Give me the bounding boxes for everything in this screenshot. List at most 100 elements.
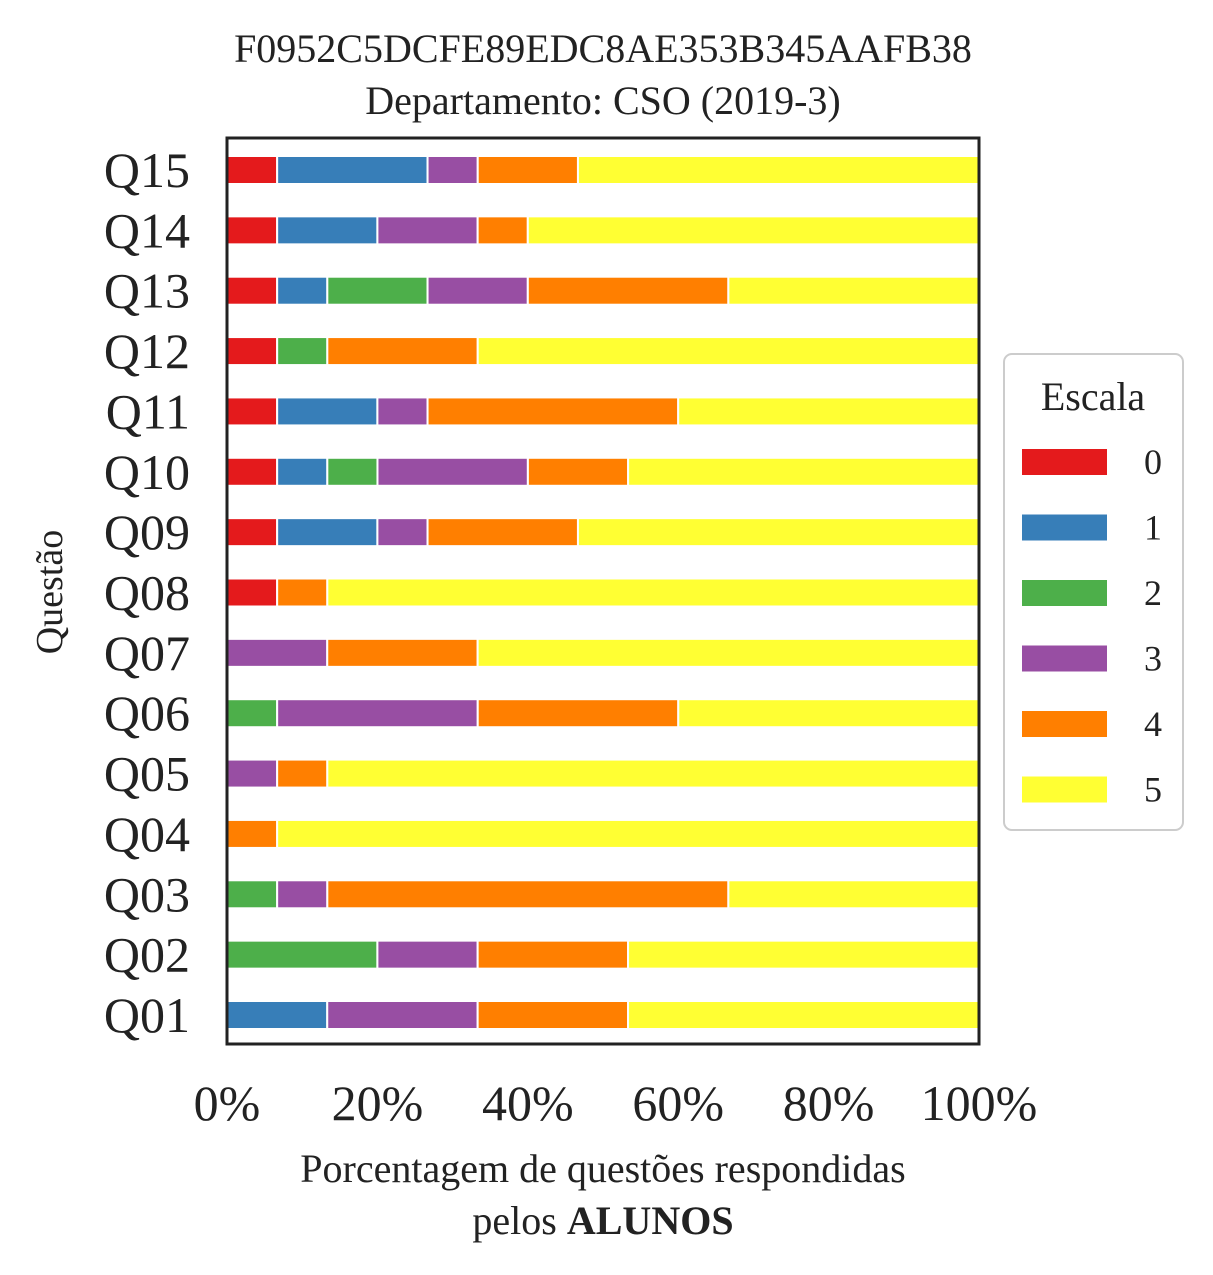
chart-subtitle: Departamento: CSO (2019-3) [365, 78, 840, 123]
bar-segment-q09-scale-5 [576, 517, 980, 548]
bar-segment-q06-scale-4 [476, 698, 680, 729]
bar-segment-q12-scale-0 [226, 336, 279, 367]
bar-segment-q11-scale-1 [276, 396, 379, 427]
bar-segment-q13-scale-4 [526, 275, 730, 306]
bar-segment-q14-scale-5 [526, 215, 980, 246]
bar-segment-q04-scale-4 [226, 818, 279, 849]
bars-layer [226, 155, 981, 1030]
bar-segment-q05-scale-4 [276, 758, 329, 789]
bar-segment-q07-scale-4 [326, 637, 479, 668]
y-tick-labels: Q01Q02Q03Q04Q05Q06Q07Q08Q09Q10Q11Q12Q13Q… [104, 142, 190, 1043]
bar-segment-q12-scale-2 [276, 336, 329, 367]
bar-segment-q13-scale-5 [727, 275, 980, 306]
bar-segment-q05-scale-5 [326, 758, 981, 789]
bar-segment-q10-scale-4 [526, 456, 630, 487]
bar-segment-q02-scale-5 [627, 939, 981, 970]
bar-segment-q06-scale-2 [226, 698, 279, 729]
bar-segment-q09-scale-1 [276, 517, 379, 548]
y-tick-label-q02: Q02 [104, 927, 190, 983]
x-tick-label-0: 0% [194, 1075, 261, 1131]
legend-swatch-5 [1022, 776, 1107, 803]
bar-segment-q09-scale-0 [226, 517, 279, 548]
y-tick-label-q05: Q05 [104, 746, 190, 802]
y-tick-label-q01: Q01 [104, 987, 190, 1043]
bar-segment-q06-scale-3 [276, 698, 479, 729]
y-tick-label-q03: Q03 [104, 866, 190, 922]
bar-segment-q15-scale-0 [226, 155, 279, 185]
bar-segment-q04-scale-5 [276, 818, 980, 849]
legend-label-5: 5 [1144, 770, 1162, 810]
y-tick-label-q13: Q13 [104, 263, 190, 319]
bar-segment-q08-scale-0 [226, 577, 279, 608]
bar-segment-q15-scale-1 [276, 155, 429, 185]
bar-segment-q05-scale-3 [226, 758, 279, 789]
bar-segment-q01-scale-5 [627, 1000, 981, 1030]
bar-segment-q01-scale-4 [476, 1000, 630, 1030]
y-axis-label: Questão [29, 530, 71, 655]
bar-segment-q10-scale-2 [326, 456, 379, 487]
y-tick-label-q09: Q09 [104, 504, 190, 560]
bar-segment-q01-scale-3 [326, 1000, 479, 1030]
legend-swatch-4 [1022, 711, 1107, 737]
bar-segment-q14-scale-1 [276, 215, 379, 246]
bar-segment-q09-scale-3 [376, 517, 429, 548]
y-tick-label-q08: Q08 [104, 565, 190, 621]
bar-segment-q03-scale-3 [276, 879, 329, 910]
legend-label-2: 2 [1144, 573, 1162, 613]
bar-segment-q13-scale-1 [276, 275, 329, 306]
bar-segment-q11-scale-0 [226, 396, 279, 427]
y-tick-label-q10: Q10 [104, 444, 190, 500]
bar-segment-q15-scale-4 [476, 155, 579, 185]
legend-title: Escala [1041, 374, 1146, 419]
bar-segment-q01-scale-1 [226, 1000, 329, 1030]
legend-swatch-1 [1022, 514, 1107, 541]
legend: Escala 0 1 2 3 4 5 [1003, 353, 1184, 831]
x-tick-label-20: 20% [332, 1075, 424, 1131]
legend-label-4: 4 [1144, 704, 1162, 744]
x-axis-label-line1: Porcentagem de questões respondidas [300, 1146, 905, 1191]
bar-segment-q12-scale-5 [476, 336, 981, 367]
y-tick-label-q15: Q15 [104, 142, 190, 198]
bar-segment-q10-scale-3 [376, 456, 529, 487]
legend-swatch-2 [1022, 580, 1107, 606]
x-tick-label-60: 60% [632, 1075, 724, 1131]
bar-segment-q14-scale-3 [376, 215, 479, 246]
bar-segment-q02-scale-2 [226, 939, 379, 970]
bar-segment-q02-scale-4 [476, 939, 630, 970]
bar-segment-q14-scale-0 [226, 215, 279, 246]
bar-segment-q14-scale-4 [476, 215, 529, 246]
y-tick-label-q14: Q14 [104, 202, 190, 258]
plot-frame [225, 136, 981, 1046]
x-axis-label-prefix: pelos [472, 1198, 566, 1243]
bar-segment-q13-scale-0 [226, 275, 279, 306]
bar-segment-q11-scale-5 [677, 396, 980, 427]
bar-segment-q15-scale-3 [426, 155, 479, 185]
x-tick-label-100: 100% [921, 1075, 1038, 1131]
bar-segment-q08-scale-4 [276, 577, 329, 608]
x-tick-labels: 0% 20% 40% 60% 80% 100% [194, 1075, 1038, 1131]
y-tick-label-q12: Q12 [104, 323, 190, 379]
legend-label-3: 3 [1144, 639, 1162, 679]
y-tick-label-q04: Q04 [104, 806, 190, 862]
legend-label-1: 1 [1144, 508, 1162, 548]
bar-segment-q07-scale-5 [476, 637, 980, 668]
bar-segment-q02-scale-3 [376, 939, 479, 970]
bar-segment-q13-scale-2 [326, 275, 429, 306]
bar-segment-q07-scale-3 [226, 637, 329, 668]
bar-segment-q10-scale-1 [276, 456, 329, 487]
y-tick-label-q06: Q06 [104, 685, 190, 741]
x-tick-label-80: 80% [783, 1075, 875, 1131]
x-axis-label-bold: ALUNOS [567, 1198, 734, 1243]
legend-swatch-0 [1022, 449, 1107, 475]
bar-segment-q10-scale-5 [627, 456, 981, 487]
bar-segment-q13-scale-3 [426, 275, 529, 306]
bar-segment-q06-scale-5 [677, 698, 981, 729]
legend-swatch-3 [1022, 645, 1107, 672]
bar-segment-q03-scale-4 [326, 879, 730, 910]
bar-segment-q10-scale-0 [226, 456, 279, 487]
bar-segment-q11-scale-4 [426, 396, 680, 427]
y-tick-label-q11: Q11 [106, 383, 190, 439]
bar-segment-q15-scale-5 [576, 155, 980, 185]
x-tick-label-40: 40% [482, 1075, 574, 1131]
